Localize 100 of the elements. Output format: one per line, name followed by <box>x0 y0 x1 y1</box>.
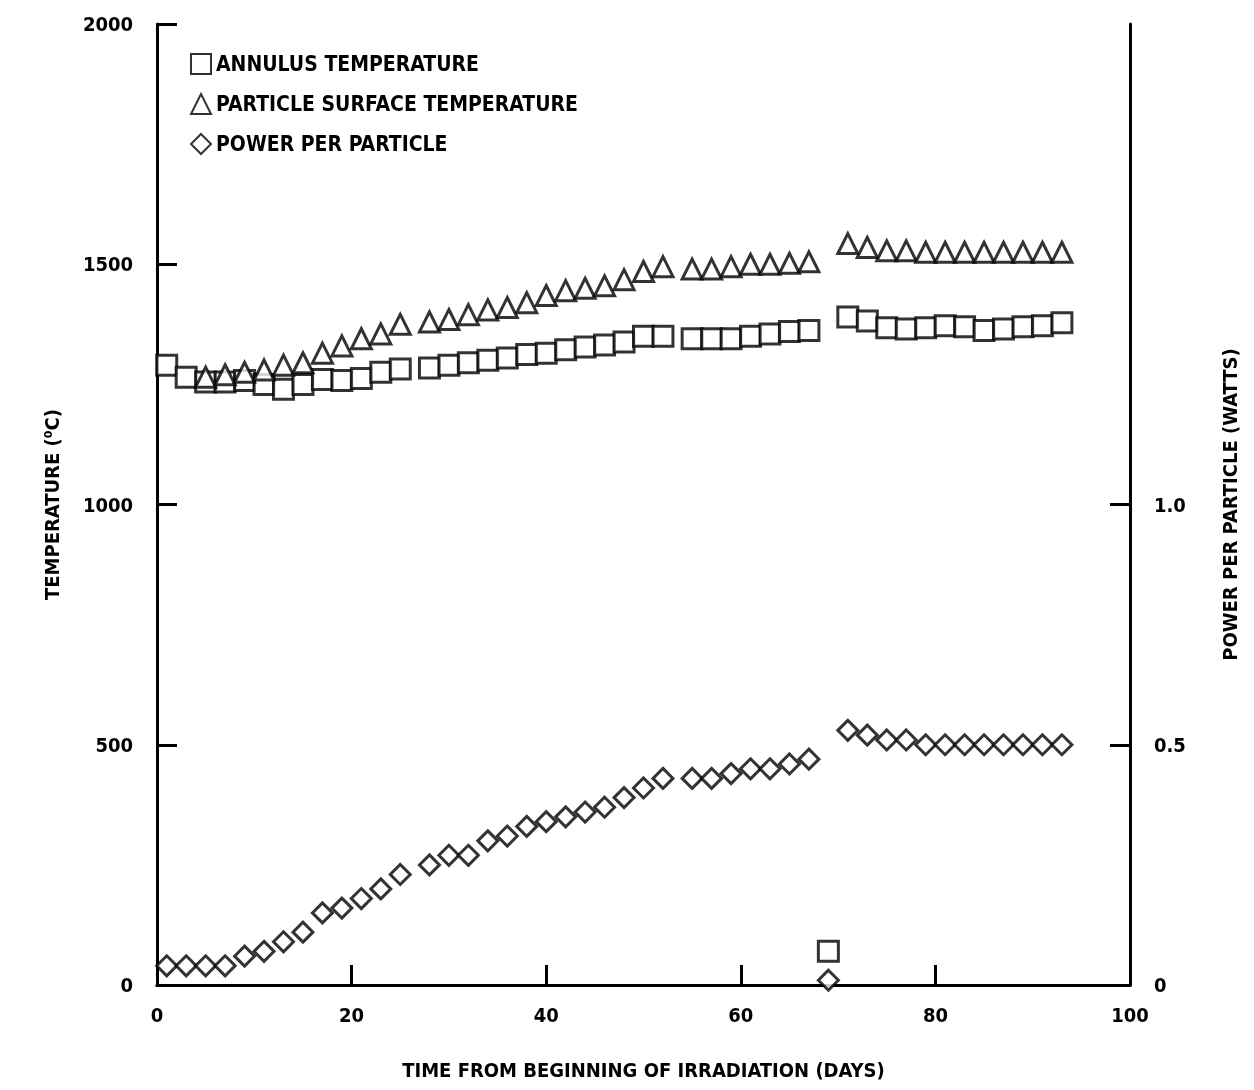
point <box>271 930 295 954</box>
y-tick-label: 500 <box>95 732 133 757</box>
point <box>388 357 412 381</box>
point <box>875 728 899 752</box>
point <box>739 252 763 276</box>
point <box>1030 240 1054 264</box>
point <box>651 255 675 279</box>
point <box>437 843 461 867</box>
point <box>515 814 539 838</box>
point <box>914 733 938 757</box>
point <box>476 829 500 853</box>
point <box>700 766 724 790</box>
point <box>972 733 996 757</box>
y-tick-label: 2000 <box>82 12 133 36</box>
x-tick-label: 0 <box>150 1003 164 1027</box>
point <box>1050 733 1074 757</box>
point <box>515 291 539 315</box>
point <box>495 824 519 848</box>
x-tick-label: 80 <box>922 1003 948 1027</box>
point <box>972 240 996 264</box>
point <box>855 235 879 259</box>
point <box>155 353 179 377</box>
y2-tick-label: 0 <box>1154 973 1167 997</box>
point <box>534 283 558 307</box>
point <box>680 766 704 790</box>
point <box>388 862 412 886</box>
y2-tick-label: 1.0 <box>1154 492 1186 517</box>
point <box>193 363 218 389</box>
point <box>953 315 977 339</box>
legend-label: POWER PER PARTICLE <box>216 132 448 156</box>
point <box>797 250 821 274</box>
point <box>213 363 237 387</box>
point <box>417 853 441 877</box>
point <box>554 279 578 303</box>
point <box>1011 733 1035 757</box>
point <box>495 295 519 319</box>
point <box>816 939 840 963</box>
point <box>651 766 675 790</box>
y-tick-label: 0 <box>120 973 133 997</box>
point <box>310 339 335 365</box>
point <box>417 310 441 334</box>
point <box>233 944 257 968</box>
point <box>369 322 393 346</box>
y2-tick-label: 0.5 <box>1154 732 1186 757</box>
y-axis-title: TEMPERATURE (⁰C) <box>40 408 64 601</box>
point <box>554 805 578 829</box>
point <box>573 800 597 824</box>
point <box>875 239 899 263</box>
point <box>291 920 315 944</box>
point <box>632 259 655 283</box>
point <box>369 360 393 384</box>
point <box>914 240 938 264</box>
point <box>875 316 899 340</box>
y-tick-label: 1500 <box>82 252 133 277</box>
x-tick-label: 100 <box>1111 1003 1149 1027</box>
point <box>593 795 617 819</box>
legend-label: PARTICLE SURFACE TEMPERATURE <box>216 92 578 116</box>
point <box>534 810 558 834</box>
point <box>388 312 412 336</box>
point <box>992 240 1016 264</box>
point <box>349 887 373 911</box>
point <box>719 255 743 279</box>
y-tick-label: 1000 <box>82 492 133 517</box>
point <box>476 298 500 322</box>
point <box>933 733 957 757</box>
point <box>699 255 724 281</box>
point <box>836 305 860 329</box>
point <box>1050 240 1074 264</box>
point <box>1011 240 1035 264</box>
point <box>349 327 373 351</box>
point <box>330 369 354 393</box>
legend-label: ANNULUS TEMPERATURE <box>216 52 479 76</box>
point <box>777 752 801 776</box>
point <box>573 276 597 300</box>
point <box>836 718 860 742</box>
x-tick-label: 40 <box>533 1003 559 1027</box>
point <box>758 252 782 276</box>
point <box>271 351 296 377</box>
point <box>437 308 461 332</box>
point <box>758 757 782 781</box>
point <box>194 954 218 978</box>
point <box>252 358 276 382</box>
point <box>456 303 480 327</box>
point <box>554 338 578 362</box>
point <box>476 348 500 372</box>
y2-axis-title: POWER PER PARTICLE (WATTS) <box>1218 348 1242 661</box>
point <box>953 733 977 757</box>
point <box>1030 733 1054 757</box>
point <box>651 324 675 348</box>
point <box>777 251 801 275</box>
point <box>836 232 860 256</box>
point <box>632 776 655 800</box>
x-tick-label: 60 <box>728 1003 754 1027</box>
point <box>1050 311 1074 335</box>
point <box>612 268 636 292</box>
point <box>174 954 198 978</box>
point <box>213 954 237 978</box>
point <box>330 334 354 358</box>
point <box>894 239 918 263</box>
point <box>992 733 1016 757</box>
